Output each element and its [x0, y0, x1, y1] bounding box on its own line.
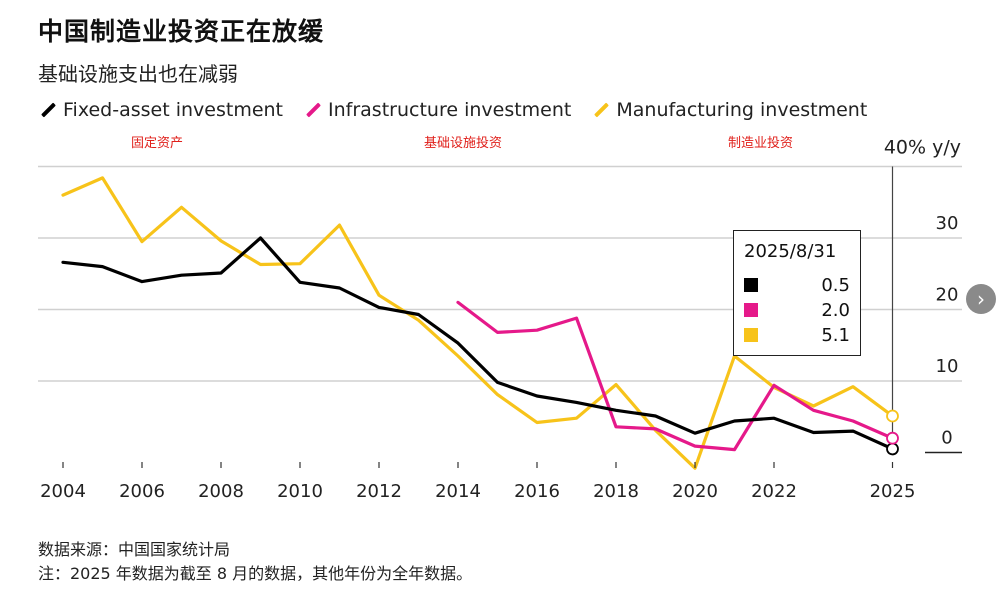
tooltip-row-infrastructure: 2.0 [744, 298, 850, 322]
y-tick-label-20: 20 [936, 285, 959, 306]
footer-note: 注：2025 年数据为截至 8 月的数据，其他年份为全年数据。 [38, 564, 473, 583]
x-tick-label-2010: 2010 [277, 481, 323, 502]
x-tick-label-2008: 2008 [198, 481, 244, 502]
tooltip-date: 2025/8/31 [744, 241, 837, 262]
tooltip-value-fixed-asset: 0.5 [821, 274, 850, 296]
x-tick-label-2022: 2022 [751, 481, 797, 502]
tooltip-row-manufacturing: 5.1 [744, 323, 850, 347]
legend-label-manufacturing: Manufacturing investment [616, 99, 868, 121]
y-tick-label-0: 0 [941, 428, 952, 449]
y-tick-label-30: 30 [936, 213, 959, 234]
next-arrow-button[interactable]: › [966, 284, 996, 314]
legend-item-fixed-asset[interactable]: Fixed-asset investment [38, 99, 283, 121]
endpoint-marker-manufacturing [886, 409, 899, 423]
x-tick-label-2025: 2025 [870, 481, 916, 502]
annotation-manufacturing: 制造业投资 [728, 136, 794, 151]
tooltip-swatch-fixed-asset [744, 278, 758, 292]
legend-item-manufacturing[interactable]: Manufacturing investment [591, 99, 867, 121]
y-tick-label-10: 10 [936, 356, 959, 377]
tooltip-value-infrastructure: 2.0 [821, 299, 850, 321]
tooltip-swatch-manufacturing [744, 328, 758, 342]
legend-label-fixed-asset: Fixed-asset investment [63, 99, 284, 121]
series-line-manufacturing[interactable] [61, 176, 895, 470]
legend-item-infrastructure[interactable]: Infrastructure investment [303, 99, 571, 121]
tooltip-row-fixed-asset: 0.5 [744, 273, 850, 297]
x-tick-label-2004: 2004 [40, 481, 86, 502]
x-tick-label-2006: 2006 [119, 481, 165, 502]
tooltip-swatch-infrastructure [744, 303, 758, 317]
x-tick-label-2012: 2012 [356, 481, 402, 502]
x-tick-label-2020: 2020 [672, 481, 718, 502]
chart-title: 中国制造业投资正在放缓 [38, 17, 325, 46]
data-tooltip: 2025/8/31 0.5 2.0 5.1 [733, 230, 861, 356]
endpoint-marker-fixed-asset [886, 442, 899, 456]
x-tick-label-2018: 2018 [593, 481, 639, 502]
series-line-fixed-asset[interactable] [61, 236, 895, 451]
y-axis-unit-label: 40% y/y [884, 137, 961, 159]
x-tick-label-2014: 2014 [435, 481, 481, 502]
annotation-infrastructure: 基础设施投资 [424, 136, 503, 151]
series-line-infrastructure[interactable] [456, 300, 895, 452]
annotation-fixed-asset: 固定资产 [131, 136, 184, 151]
chart-subtitle: 基础设施支出也在减弱 [38, 62, 238, 86]
tooltip-value-manufacturing: 5.1 [821, 324, 850, 346]
x-tick-label-2016: 2016 [514, 481, 560, 502]
footer-source: 数据来源：中国国家统计局 [38, 540, 231, 559]
legend: Fixed-asset investment Infrastructure in… [38, 97, 887, 123]
endpoint-marker-infrastructure [886, 431, 899, 445]
legend-label-infrastructure: Infrastructure investment [328, 99, 572, 121]
